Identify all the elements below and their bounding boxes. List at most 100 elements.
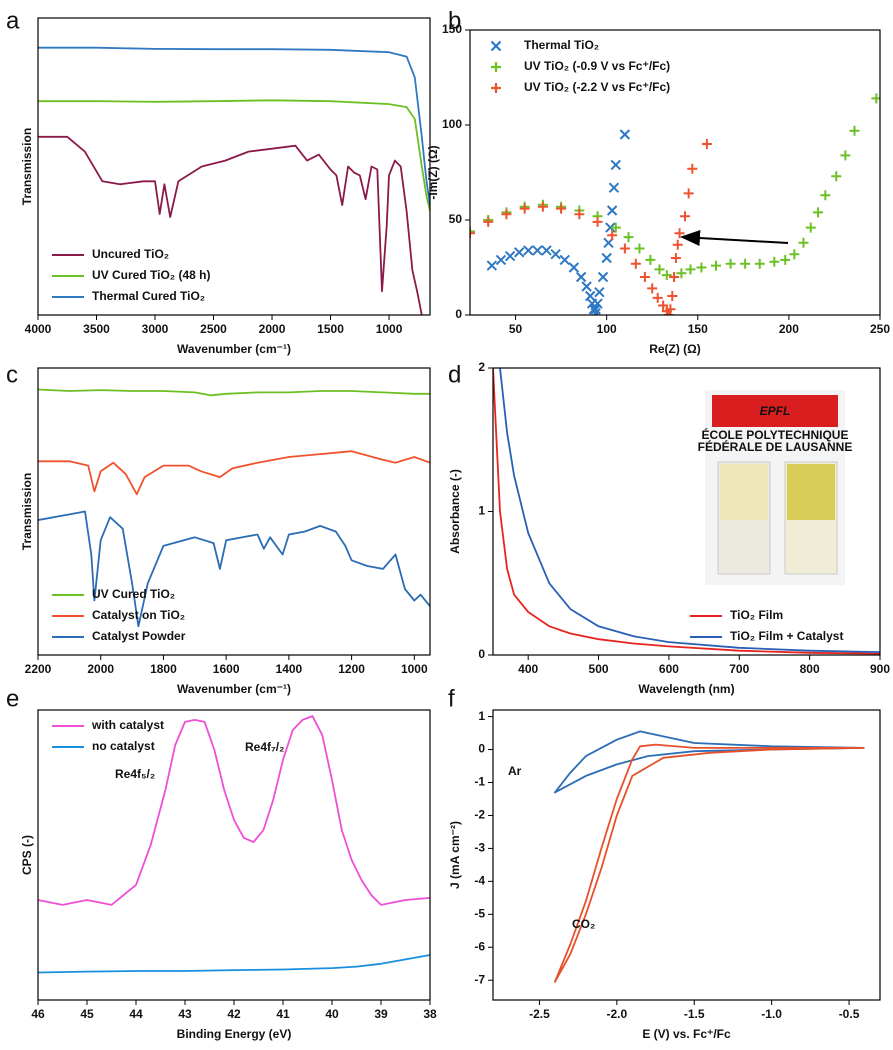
panel-letter: c	[6, 361, 18, 388]
y-axis-label: -Im(Z) (Ω)	[426, 145, 440, 199]
scatter-point	[805, 222, 816, 233]
scatter-point	[769, 256, 780, 267]
scatter-point	[670, 253, 681, 263]
scatter-point	[665, 304, 676, 315]
x-tick-label: 600	[659, 662, 679, 676]
legend-label: UV Cured TiO₂	[92, 587, 175, 601]
x-tick-label: 1800	[150, 662, 177, 676]
legend-label: with catalyst	[91, 718, 164, 732]
x-tick-label: 1000	[376, 322, 403, 336]
x-tick-label: 4000	[25, 322, 52, 336]
x-tick-label: 41	[276, 1007, 290, 1021]
scatter-point	[519, 203, 530, 214]
y-tick-label: 0	[478, 742, 485, 756]
panel-letter: b	[448, 7, 461, 34]
y-axis-label: Transmission	[20, 473, 34, 550]
plot-area	[38, 388, 430, 628]
x-tick-label: 1200	[338, 662, 365, 676]
catalyst-film	[787, 464, 835, 520]
legend-label: Uncured TiO₂	[92, 247, 169, 261]
inset-text: EPFL	[760, 404, 791, 418]
scatter-point	[504, 250, 516, 262]
legend-marker	[491, 83, 501, 93]
plot-frame	[37, 17, 431, 316]
x-tick-label: 250	[870, 322, 890, 336]
scatter-point	[647, 283, 658, 294]
series-line	[38, 510, 430, 628]
scatter-point	[601, 252, 612, 264]
scatter-point	[674, 228, 685, 239]
scatter-point	[754, 258, 765, 269]
x-axis-label: Wavelength (nm)	[638, 682, 734, 696]
y-axis-label: J (mA cm⁻²)	[448, 821, 462, 889]
legend-marker	[491, 62, 501, 72]
plot-frame	[469, 29, 881, 316]
x-axis-label: Binding Energy (eV)	[177, 1027, 292, 1041]
scatter-point	[606, 205, 618, 216]
x-tick-label: 100	[597, 322, 617, 336]
scatter-point	[495, 254, 507, 266]
x-tick-label: 400	[518, 662, 538, 676]
legend-label: UV TiO₂ (-2.2 V vs Fc⁺/Fc)	[524, 80, 670, 94]
annotation: Ar	[508, 764, 522, 778]
panel-letter: e	[6, 685, 19, 712]
x-tick-label: 3000	[142, 322, 169, 336]
scatter-point	[590, 307, 601, 315]
scatter-point	[483, 216, 494, 227]
legend-label: TiO₂ Film	[730, 608, 783, 622]
x-tick-label: 50	[509, 322, 523, 336]
scatter-point	[486, 260, 498, 271]
x-axis-label: Re(Z) (Ω)	[649, 342, 701, 356]
legend-marker	[490, 40, 502, 52]
x-tick-label: 2200	[25, 662, 52, 676]
legend-label: TiO₂ Film + Catalyst	[730, 629, 843, 643]
scatter-point	[605, 222, 616, 233]
scatter-point	[590, 304, 601, 315]
scatter-point	[619, 243, 630, 254]
y-tick-label: -6	[474, 939, 485, 953]
x-tick-label: 150	[688, 322, 708, 336]
legend-label: Catalyst on TiO₂	[92, 608, 185, 622]
scatter-point	[696, 262, 707, 273]
tio2-film	[720, 464, 768, 520]
x-tick-label: 40	[325, 1007, 339, 1021]
scatter-point	[513, 247, 525, 258]
scatter-point	[592, 216, 603, 227]
legend-label: UV TiO₂ (-0.9 V vs Fc⁺/Fc)	[524, 59, 670, 73]
scatter-point	[663, 310, 674, 315]
annotation: Re4f₇/₂	[245, 740, 284, 754]
annotation: CO₂	[572, 917, 595, 931]
inset-text: ÉCOLE POLYTECHNIQUE	[702, 427, 849, 442]
x-tick-label: 38	[423, 1007, 437, 1021]
series-line	[38, 46, 430, 206]
scatter-point	[541, 245, 552, 256]
series-line	[554, 743, 865, 983]
x-tick-label: -0.5	[839, 1007, 860, 1021]
scatter-point	[780, 254, 791, 265]
series-line	[38, 135, 423, 315]
x-tick-label: 45	[80, 1007, 94, 1021]
scatter-point	[568, 262, 580, 273]
scatter-point	[630, 258, 641, 269]
y-axis-label: CPS (-)	[20, 835, 34, 875]
scatter-point	[658, 300, 669, 311]
scatter-point	[645, 254, 656, 265]
y-tick-label: 50	[449, 212, 463, 226]
scatter-point	[683, 188, 694, 199]
scatter-point	[661, 270, 672, 281]
y-tick-label: 0	[455, 307, 462, 321]
series-line	[38, 954, 430, 974]
series-line	[554, 730, 865, 794]
shift-arrow	[680, 230, 789, 247]
y-tick-label: -2	[474, 808, 485, 822]
scatter-point	[634, 243, 645, 254]
x-tick-label: 900	[870, 662, 890, 676]
scatter-point	[523, 245, 534, 256]
inset-text: FÉDÉRALE DE LAUSANNE	[698, 439, 853, 454]
plot-area	[38, 46, 430, 315]
x-tick-label: -2.5	[529, 1007, 550, 1021]
scatter-point	[676, 268, 687, 279]
scatter-point	[574, 209, 585, 220]
